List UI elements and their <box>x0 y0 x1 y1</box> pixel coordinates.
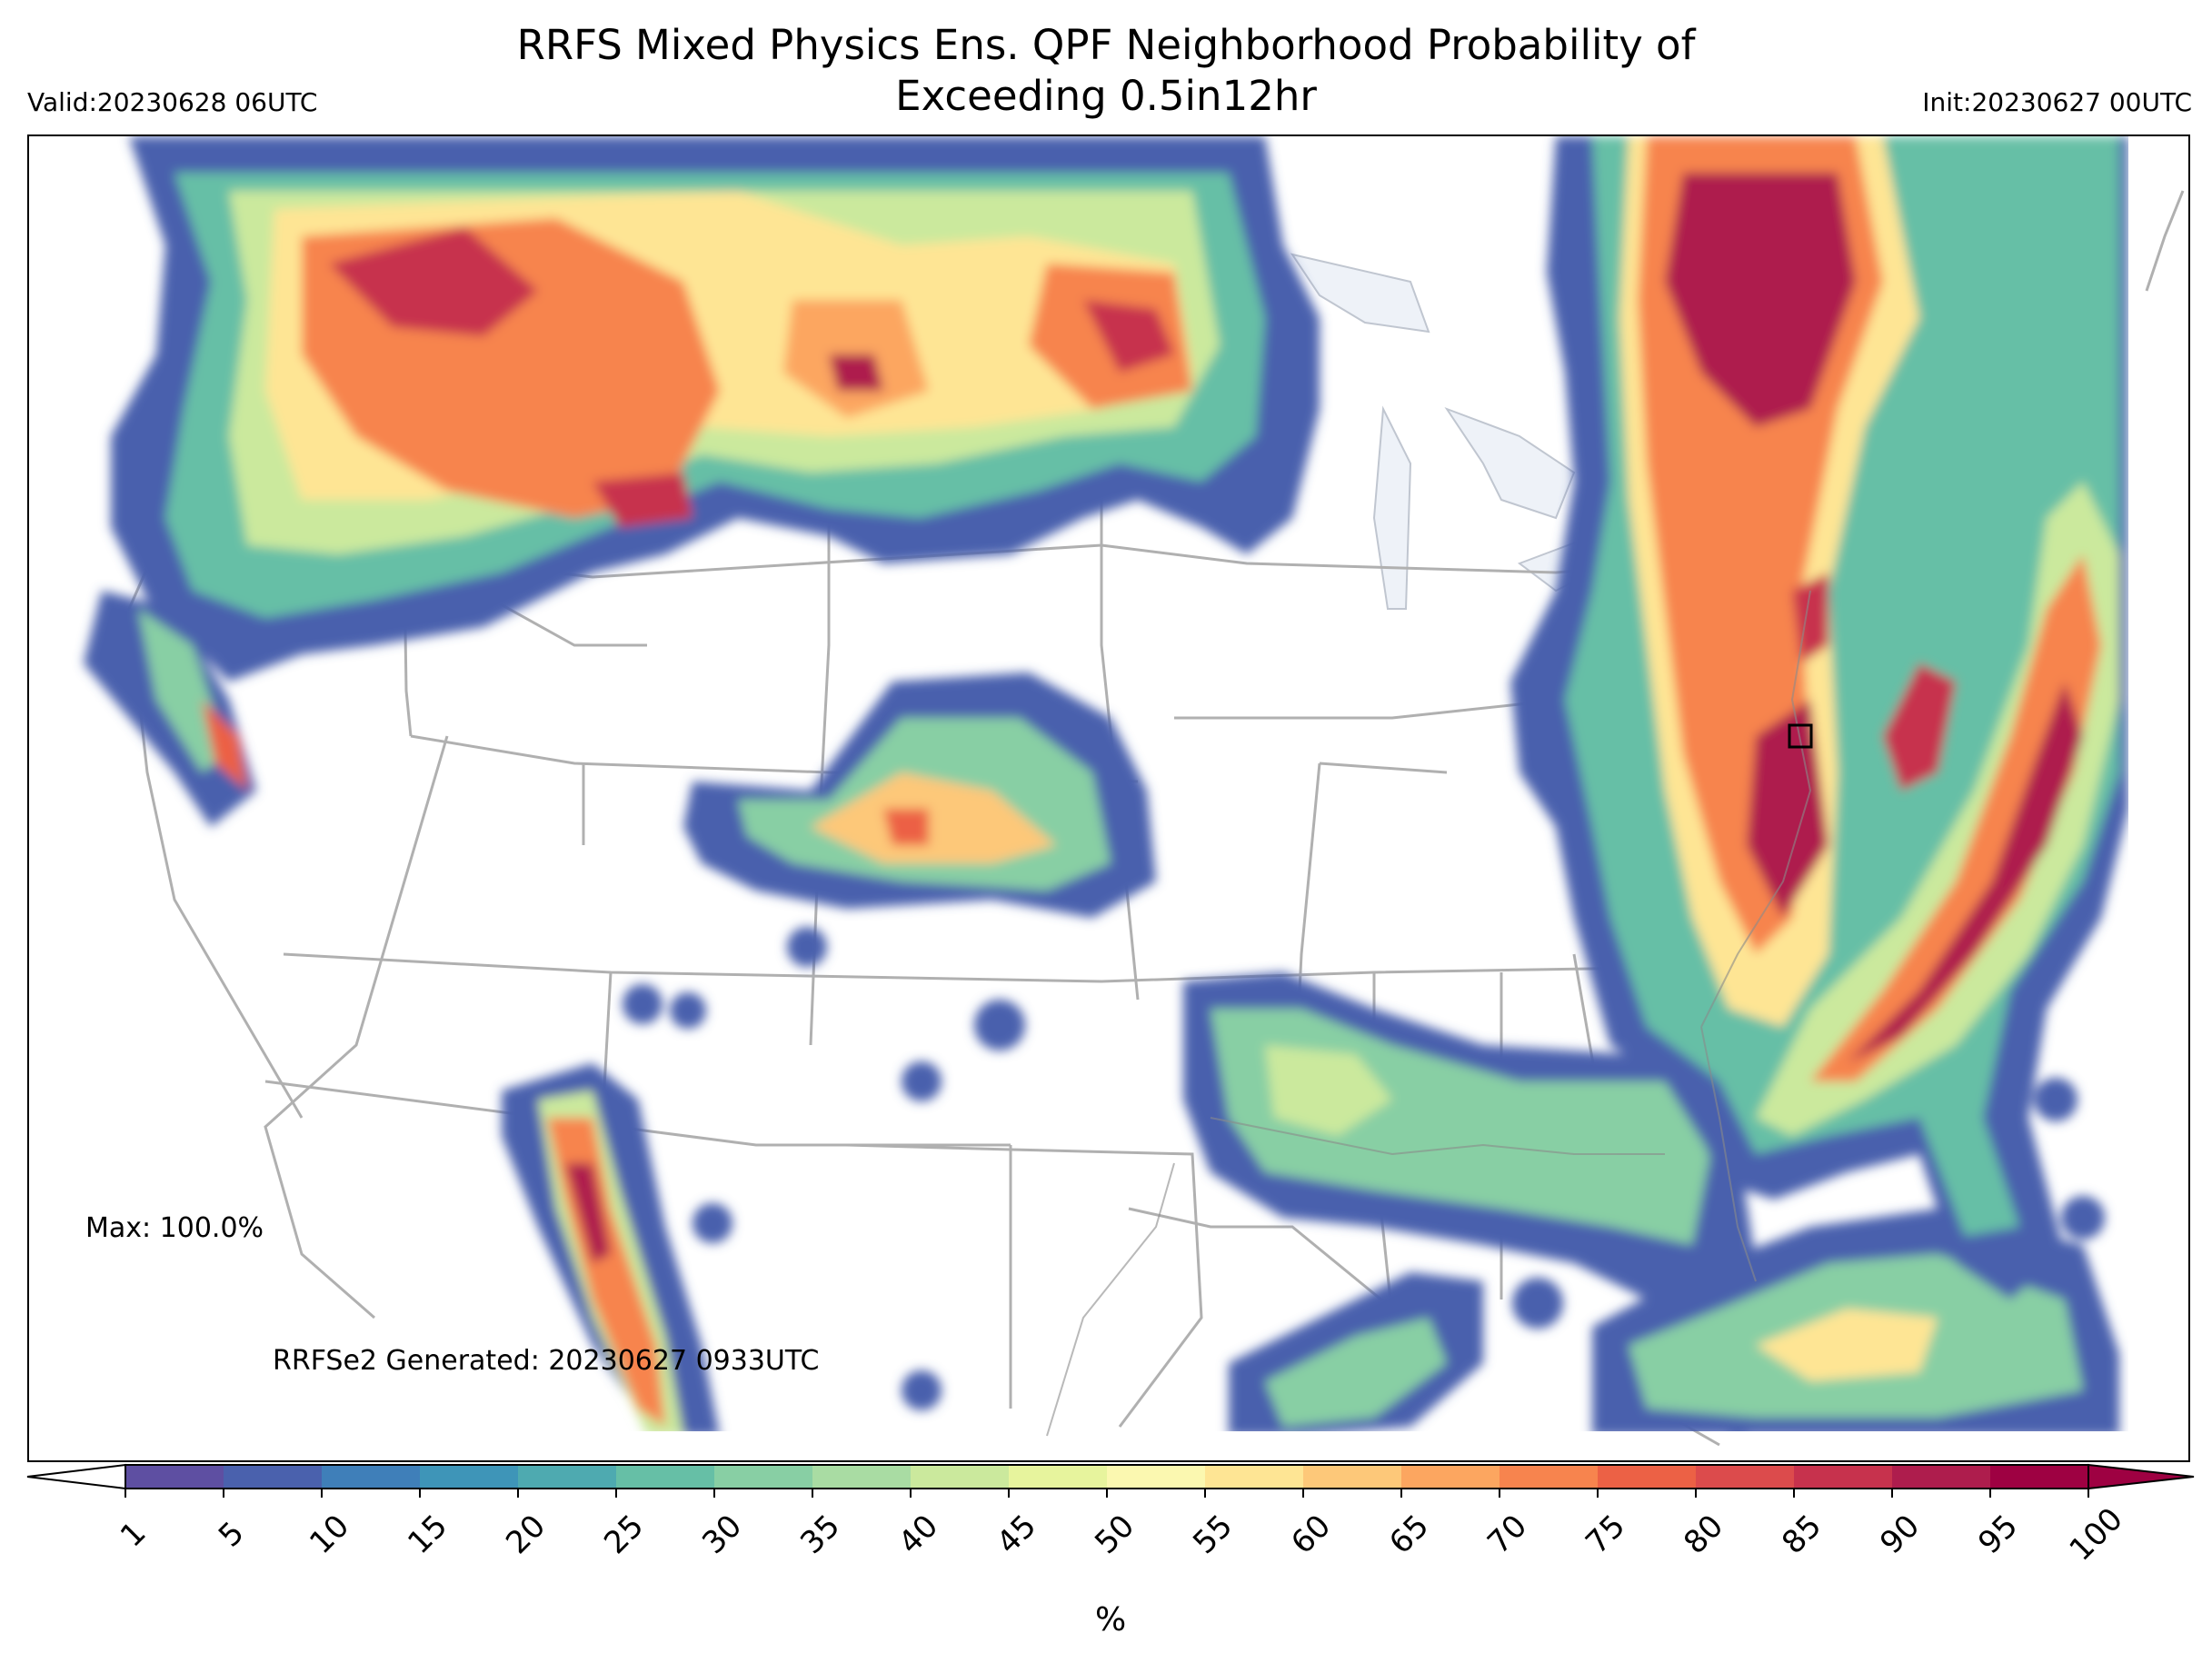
colorbar-tick-label: 80 <box>1677 1508 1730 1561</box>
colorbar-cell <box>1205 1465 1304 1489</box>
square-marker-icon <box>1788 723 1813 749</box>
colorbar-over-extension <box>2087 1463 2195 1490</box>
colorbar-tick-label: 10 <box>303 1508 356 1561</box>
coastlines <box>1046 590 1812 1437</box>
colorbar-under-extension <box>26 1463 126 1490</box>
colorbar-tick-label: 50 <box>1088 1508 1141 1561</box>
colorbar-cell <box>125 1465 224 1489</box>
colorbar-tick-label: 95 <box>1971 1508 2025 1561</box>
colorbar-cell <box>1892 1465 1991 1489</box>
colorbar-cell <box>322 1465 421 1489</box>
title-line-1: RRFS Mixed Physics Ens. QPF Neighborhood… <box>516 21 1696 69</box>
colorbar-cell <box>1794 1465 1893 1489</box>
map-panel[interactable]: Max: 100.0% RRFSe2 Generated: 20230627 0… <box>27 134 2190 1462</box>
colorbar-cell <box>1107 1465 1206 1489</box>
colorbar-cell <box>616 1465 715 1489</box>
colorbar-cell <box>1401 1465 1500 1489</box>
colorbar-label: % <box>1095 1601 1127 1638</box>
colorbar-tick-label: 85 <box>1775 1508 1828 1561</box>
colorbar-tick-label: 5 <box>212 1515 252 1555</box>
init-time-label: Init:20230627 00UTC <box>1922 87 2192 117</box>
colorbar-tick-label: 40 <box>892 1508 945 1561</box>
colorbar-tick-label: 60 <box>1284 1508 1338 1561</box>
colorbar-cell <box>224 1465 323 1489</box>
colorbar-tick-label: 55 <box>1186 1508 1240 1561</box>
valid-time-label: Valid:20230628 06UTC <box>27 87 318 117</box>
map-svg <box>84 136 2185 1447</box>
colorbar-cell <box>1500 1465 1599 1489</box>
max-value-label: Max: 100.0% <box>85 1212 264 1244</box>
probability-field <box>84 136 2128 1431</box>
colorbar-tick-label: 25 <box>597 1508 651 1561</box>
colorbar-cell <box>812 1465 912 1489</box>
colorbar-cell <box>714 1465 813 1489</box>
colorbar-tick-label: 1 <box>114 1515 154 1555</box>
colorbar-cell <box>1598 1465 1697 1489</box>
colorbar-cell <box>420 1465 519 1489</box>
great-lakes <box>1290 253 1693 610</box>
colorbar-tick-label: 100 <box>2063 1501 2130 1568</box>
colorbar-cell <box>1696 1465 1795 1489</box>
colorbar: 1 5 10 15 20 25 30 35 40 45 50 55 60 65 70 75 80 85 90 95 10… <box>26 1463 2195 1568</box>
colorbar-tick-label: 30 <box>695 1508 749 1561</box>
generated-timestamp-label: RRFSe2 Generated: 20230627 0933UTC <box>273 1345 820 1377</box>
colorbar-cell <box>911 1465 1010 1489</box>
chart-title: RRFS Mixed Physics Ens. QPF Neighborhood… <box>0 20 2212 122</box>
colorbar-tick-label: 90 <box>1873 1508 1927 1561</box>
colorbar-cell <box>1009 1465 1108 1489</box>
colorbar-tick-label: 35 <box>793 1508 847 1561</box>
colorbar-cell <box>518 1465 617 1489</box>
colorbar-tick-label: 75 <box>1579 1508 1632 1561</box>
colorbar-tick-label: 70 <box>1480 1508 1534 1561</box>
colorbar-cell <box>1303 1465 1402 1489</box>
colorbar-tick-label: 65 <box>1382 1508 1436 1561</box>
colorbar-cell <box>1990 1465 2089 1489</box>
colorbar-tick-label: 20 <box>499 1508 553 1561</box>
colorbar-tick-label: 45 <box>990 1508 1043 1561</box>
title-line-2: Exceeding 0.5in12hr <box>895 72 1317 120</box>
colorbar-tick-label: 15 <box>401 1508 454 1561</box>
